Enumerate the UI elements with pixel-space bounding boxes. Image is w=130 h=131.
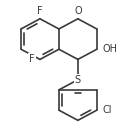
Text: S: S: [75, 75, 81, 85]
Text: F: F: [37, 6, 43, 16]
Text: OH: OH: [102, 44, 117, 54]
Text: F: F: [29, 54, 35, 64]
Text: Cl: Cl: [102, 105, 112, 115]
Text: O: O: [74, 6, 82, 16]
